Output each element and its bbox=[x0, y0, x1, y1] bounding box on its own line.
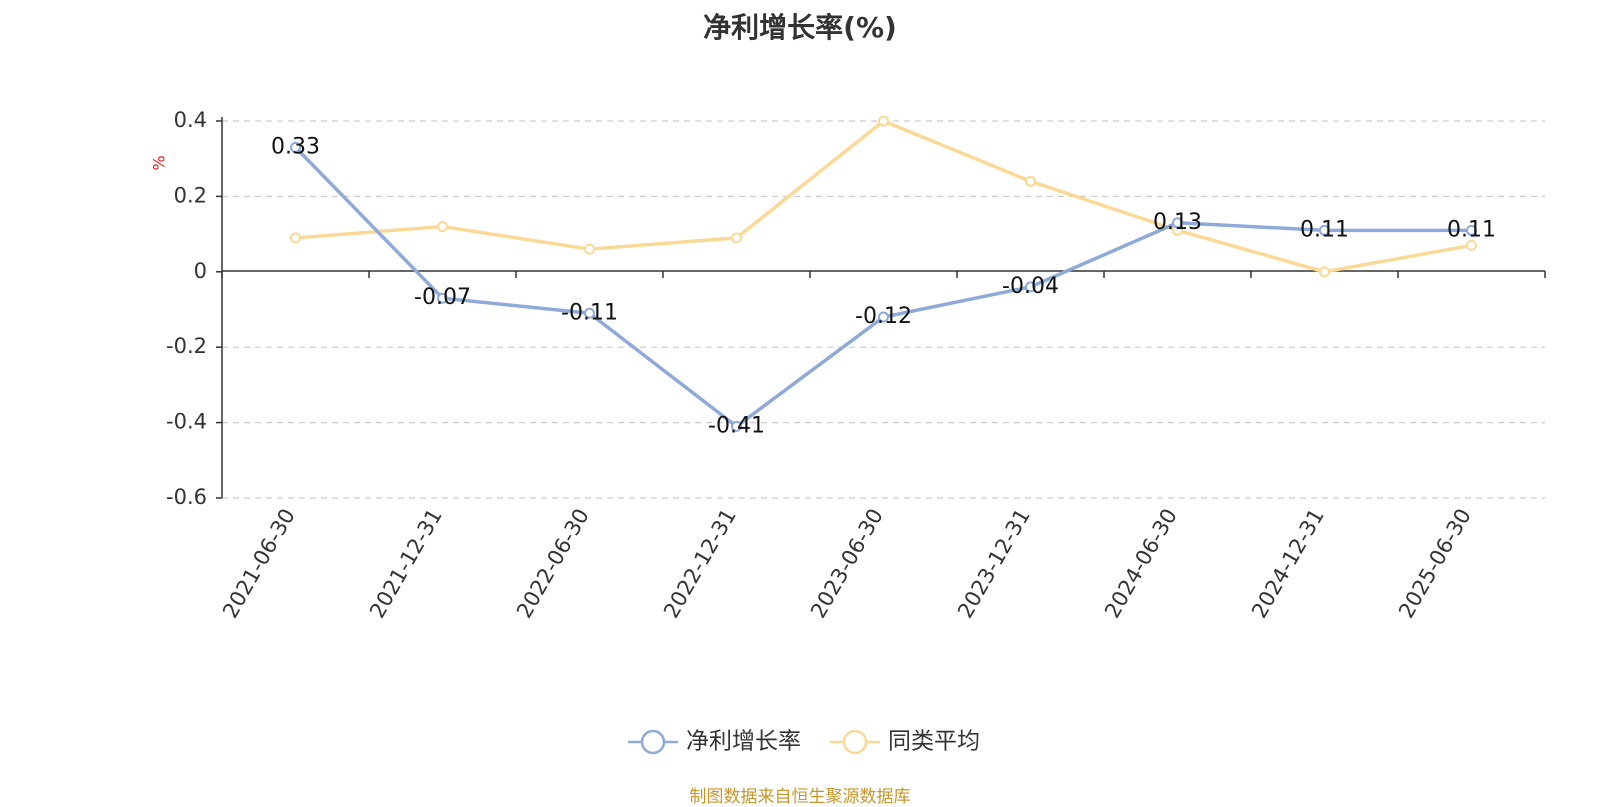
data-label: -0.04 bbox=[1002, 274, 1059, 299]
x-tick-label: 2025-06-30 bbox=[1394, 505, 1476, 623]
x-tick-label: 2023-12-31 bbox=[953, 505, 1035, 623]
y-axis-label: % bbox=[150, 155, 169, 170]
legend-item-0[interactable]: 净利增长率 bbox=[628, 729, 801, 755]
legend-marker-icon bbox=[842, 729, 868, 755]
data-label: 0.13 bbox=[1153, 210, 1202, 235]
data-label: -0.07 bbox=[414, 285, 471, 310]
y-tick-label: 0 bbox=[194, 259, 207, 283]
y-tick-label: -0.2 bbox=[166, 334, 207, 358]
data-label: -0.41 bbox=[708, 413, 765, 438]
data-label: -0.11 bbox=[561, 300, 618, 325]
axis-layer: 0.4 0.2 0 -0.2 -0.4 -0.6 2021-06-30 2021-12-31 2… bbox=[166, 108, 1546, 623]
data-point bbox=[290, 141, 301, 153]
legend: 净利增长率 同类平均 bbox=[628, 729, 980, 755]
data-point bbox=[584, 307, 595, 319]
data-label: 0.33 bbox=[271, 134, 320, 159]
series-layer bbox=[290, 115, 1477, 432]
grid-layer bbox=[222, 120, 1545, 499]
x-tick-label: 2022-12-31 bbox=[659, 505, 741, 623]
x-tick-label: 2023-06-30 bbox=[806, 505, 888, 623]
y-tick-label: 0.4 bbox=[174, 108, 207, 132]
data-label: -0.12 bbox=[855, 304, 912, 329]
data-point bbox=[1025, 175, 1036, 187]
series-line-0 bbox=[294, 146, 1472, 429]
data-point bbox=[1172, 217, 1183, 229]
y-tick-label: -0.4 bbox=[166, 410, 207, 434]
data-label: 0.11 bbox=[1447, 217, 1496, 242]
data-point bbox=[878, 115, 889, 127]
x-tick-label: 2024-12-31 bbox=[1247, 505, 1329, 623]
data-point bbox=[731, 232, 742, 244]
data-point bbox=[1319, 224, 1330, 236]
x-tick-label: 2021-12-31 bbox=[365, 505, 447, 623]
x-tick-label: 2022-06-30 bbox=[512, 505, 594, 623]
data-point bbox=[1025, 281, 1036, 293]
chart-title: 净利增长率(%) bbox=[703, 11, 897, 44]
label-layer: 0.33 -0.07 -0.11 -0.41 -0.12 -0.04 0.13 0.11 0.1… bbox=[271, 134, 1496, 438]
legend-marker-icon bbox=[640, 729, 666, 755]
footer-source: 制图数据来自恒生聚源数据库 bbox=[689, 787, 911, 807]
data-point bbox=[878, 311, 889, 323]
data-point bbox=[1319, 266, 1330, 278]
data-point bbox=[731, 420, 742, 432]
data-label: 0.11 bbox=[1300, 217, 1349, 242]
data-point bbox=[437, 221, 448, 233]
y-tick-label: -0.6 bbox=[166, 485, 207, 509]
x-tick-label: 2024-06-30 bbox=[1100, 505, 1182, 623]
y-tick-label: 0.2 bbox=[174, 183, 207, 207]
data-point bbox=[1466, 224, 1477, 236]
legend-label: 同类平均 bbox=[888, 729, 980, 755]
data-point bbox=[1466, 239, 1477, 251]
legend-label: 净利增长率 bbox=[686, 729, 801, 755]
data-point bbox=[290, 232, 301, 244]
data-point bbox=[437, 292, 448, 304]
data-point bbox=[584, 243, 595, 255]
x-tick-label: 2021-06-30 bbox=[218, 505, 300, 623]
legend-item-1[interactable]: 同类平均 bbox=[830, 729, 980, 755]
